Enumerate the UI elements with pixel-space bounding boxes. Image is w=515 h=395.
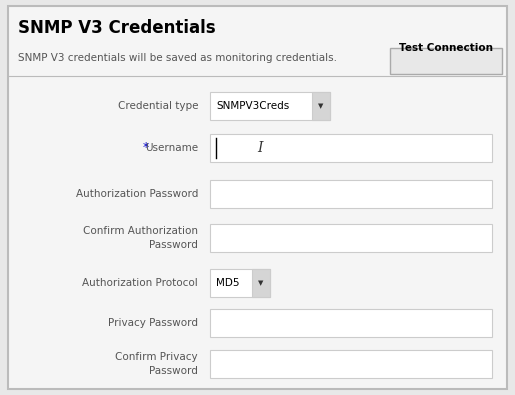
Bar	[210, 350, 492, 378]
Text: Privacy Password: Privacy Password	[108, 318, 198, 328]
FancyBboxPatch shape	[8, 6, 507, 389]
Text: SNMPV3Creds: SNMPV3Creds	[216, 101, 289, 111]
Text: Authorization Password: Authorization Password	[76, 189, 198, 199]
Text: Credential type: Credential type	[117, 101, 198, 111]
Bar	[210, 269, 270, 297]
Bar	[210, 92, 330, 120]
Text: Username: Username	[145, 143, 198, 153]
Bar	[210, 134, 492, 162]
Text: Confirm Privacy: Confirm Privacy	[115, 352, 198, 362]
Text: Authorization Protocol: Authorization Protocol	[82, 278, 198, 288]
Text: Confirm Authorization: Confirm Authorization	[83, 226, 198, 236]
Bar	[210, 180, 492, 208]
Bar	[252, 269, 270, 297]
Bar	[210, 309, 492, 337]
Bar	[312, 92, 330, 120]
Text: MD5: MD5	[216, 278, 239, 288]
Bar	[210, 224, 492, 252]
Text: *: *	[143, 141, 149, 154]
Text: I: I	[258, 141, 263, 155]
Text: Test Connection: Test Connection	[399, 43, 493, 53]
Bar	[390, 48, 502, 74]
Text: Password: Password	[149, 366, 198, 376]
Text: SNMP V3 credentials will be saved as monitoring credentials.: SNMP V3 credentials will be saved as mon…	[18, 53, 337, 63]
Text: SNMP V3 Credentials: SNMP V3 Credentials	[18, 19, 216, 37]
Text: Password: Password	[149, 240, 198, 250]
Text: ▼: ▼	[318, 103, 324, 109]
Text: ▼: ▼	[259, 280, 264, 286]
